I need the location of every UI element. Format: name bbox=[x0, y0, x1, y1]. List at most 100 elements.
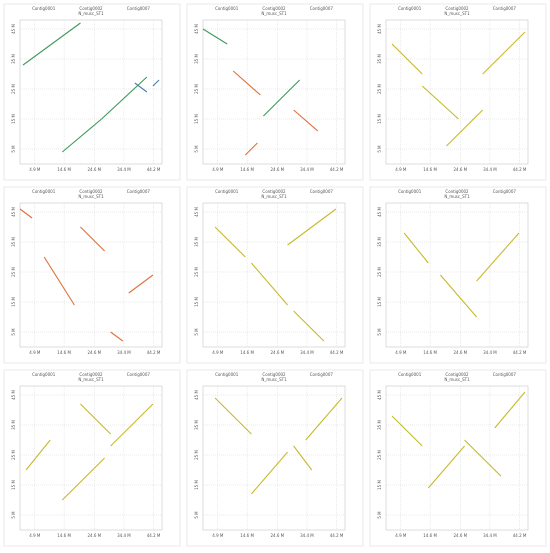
panel: N_musc_ST1 Contig0001 Contig0002 Contig0007… bbox=[3, 3, 181, 181]
contig-label: Contig0002 bbox=[79, 372, 103, 377]
x-tick-label: 34.4 M bbox=[300, 350, 314, 355]
x-tick-label: 34.4 M bbox=[117, 533, 131, 538]
x-tick-label: 44.2 M bbox=[330, 533, 344, 538]
alignment-segment bbox=[202, 28, 228, 45]
alignment-segment bbox=[80, 226, 105, 252]
y-tick-label: 25 M bbox=[11, 84, 16, 94]
y-tick-label: 5 M bbox=[377, 511, 382, 519]
alignment-segment bbox=[214, 226, 246, 258]
alignment-segment bbox=[263, 79, 301, 117]
contig-label: Contig0002 bbox=[445, 6, 469, 11]
plot-area bbox=[19, 202, 163, 348]
x-tick-label: 34.4 M bbox=[483, 350, 497, 355]
y-tick-label: 15 M bbox=[194, 114, 199, 124]
alignment-segment bbox=[250, 451, 289, 495]
y-tick-label: 25 M bbox=[377, 267, 382, 277]
contig-label: Contig0001 bbox=[398, 189, 422, 194]
contig-label: Contig0007 bbox=[310, 189, 334, 194]
panel-frame bbox=[3, 3, 181, 181]
x-tick-label: 24.6 M bbox=[88, 350, 102, 355]
alignment-segment bbox=[391, 43, 423, 75]
x-tick-label: 14.6 M bbox=[240, 167, 254, 172]
x-tick-label: 4.9 M bbox=[395, 533, 407, 538]
alignment-segment bbox=[482, 31, 526, 75]
plot-area bbox=[19, 19, 163, 165]
x-tick-label: 4.9 M bbox=[212, 350, 224, 355]
x-tick-label: 14.6 M bbox=[240, 350, 254, 355]
y-tick-label: 15 M bbox=[194, 480, 199, 490]
plot-area bbox=[385, 19, 529, 165]
panel: N_musc_ST1 Contig0001 Contig0002 Contig0007… bbox=[369, 369, 547, 547]
x-tick-label: 44.2 M bbox=[513, 350, 527, 355]
contig-label: Contig0002 bbox=[79, 6, 103, 11]
y-tick-label: 35 M bbox=[194, 237, 199, 247]
alignment-segment bbox=[110, 331, 124, 342]
contig-label: Contig0007 bbox=[127, 372, 151, 377]
panel-title: N_musc_ST1 bbox=[78, 377, 104, 382]
contig-label: Contig0007 bbox=[127, 6, 151, 11]
y-tick-label: 45 M bbox=[377, 24, 382, 34]
alignment-segment bbox=[110, 403, 154, 447]
panel-title: N_musc_ST1 bbox=[78, 194, 104, 199]
contig-label: Contig0001 bbox=[398, 372, 422, 377]
y-tick-label: 15 M bbox=[377, 297, 382, 307]
alignment-segment bbox=[293, 445, 313, 471]
panel: N_musc_ST1 Contig0001 Contig0002 Contig0007… bbox=[3, 369, 181, 547]
y-tick-label: 25 M bbox=[194, 450, 199, 460]
alignment-segment bbox=[22, 22, 81, 66]
x-tick-label: 34.4 M bbox=[117, 167, 131, 172]
alignment-segment bbox=[446, 109, 484, 147]
y-tick-label: 45 M bbox=[11, 207, 16, 217]
alignment-segment bbox=[80, 403, 112, 435]
y-tick-label: 35 M bbox=[194, 420, 199, 430]
alignment-segment bbox=[439, 274, 478, 318]
panel-title: N_musc_ST1 bbox=[261, 194, 287, 199]
x-tick-label: 14.6 M bbox=[423, 167, 437, 172]
y-tick-label: 35 M bbox=[11, 237, 16, 247]
alignment-segment bbox=[293, 310, 325, 342]
contig-label: Contig0001 bbox=[215, 6, 239, 11]
plot-area bbox=[385, 385, 529, 531]
alignment-segment bbox=[305, 397, 343, 441]
x-tick-label: 4.9 M bbox=[395, 167, 407, 172]
x-tick-label: 4.9 M bbox=[29, 167, 41, 172]
alignment-segment bbox=[293, 109, 319, 132]
alignment-segment bbox=[476, 232, 520, 282]
y-tick-label: 25 M bbox=[194, 267, 199, 277]
x-tick-label: 24.6 M bbox=[271, 533, 285, 538]
x-tick-label: 44.2 M bbox=[147, 167, 161, 172]
x-tick-label: 4.9 M bbox=[29, 533, 41, 538]
y-tick-label: 5 M bbox=[11, 145, 16, 153]
contig-label: Contig0007 bbox=[493, 189, 517, 194]
x-tick-label: 44.2 M bbox=[513, 167, 527, 172]
panel: N_musc_ST1 Contig0001 Contig0002 Contig0007… bbox=[186, 3, 364, 181]
contig-label: Contig0001 bbox=[32, 189, 56, 194]
y-tick-label: 45 M bbox=[11, 24, 16, 34]
alignment-segment bbox=[152, 79, 160, 87]
alignment-segment bbox=[25, 439, 51, 471]
alignment-segment bbox=[61, 457, 105, 501]
y-tick-label: 25 M bbox=[11, 267, 16, 277]
panel-title: N_musc_ST1 bbox=[78, 11, 104, 16]
alignment-segment bbox=[427, 445, 465, 489]
alignment-segment bbox=[43, 256, 75, 306]
y-tick-label: 15 M bbox=[11, 297, 16, 307]
y-tick-label: 5 M bbox=[194, 328, 199, 336]
y-tick-label: 35 M bbox=[377, 420, 382, 430]
x-tick-label: 34.4 M bbox=[300, 533, 314, 538]
x-tick-label: 44.2 M bbox=[330, 350, 344, 355]
y-tick-label: 45 M bbox=[377, 207, 382, 217]
contig-label: Contig0007 bbox=[310, 372, 334, 377]
alignment-segment bbox=[250, 262, 289, 306]
contig-label: Contig0002 bbox=[262, 6, 286, 11]
y-tick-label: 25 M bbox=[377, 84, 382, 94]
contig-label: Contig0001 bbox=[215, 189, 239, 194]
y-tick-label: 15 M bbox=[11, 114, 16, 124]
alignment-segment bbox=[494, 391, 526, 429]
x-tick-label: 24.6 M bbox=[271, 167, 285, 172]
plot-area bbox=[19, 385, 163, 531]
x-tick-label: 44.2 M bbox=[513, 533, 527, 538]
y-tick-label: 35 M bbox=[377, 237, 382, 247]
x-tick-label: 24.6 M bbox=[88, 533, 102, 538]
